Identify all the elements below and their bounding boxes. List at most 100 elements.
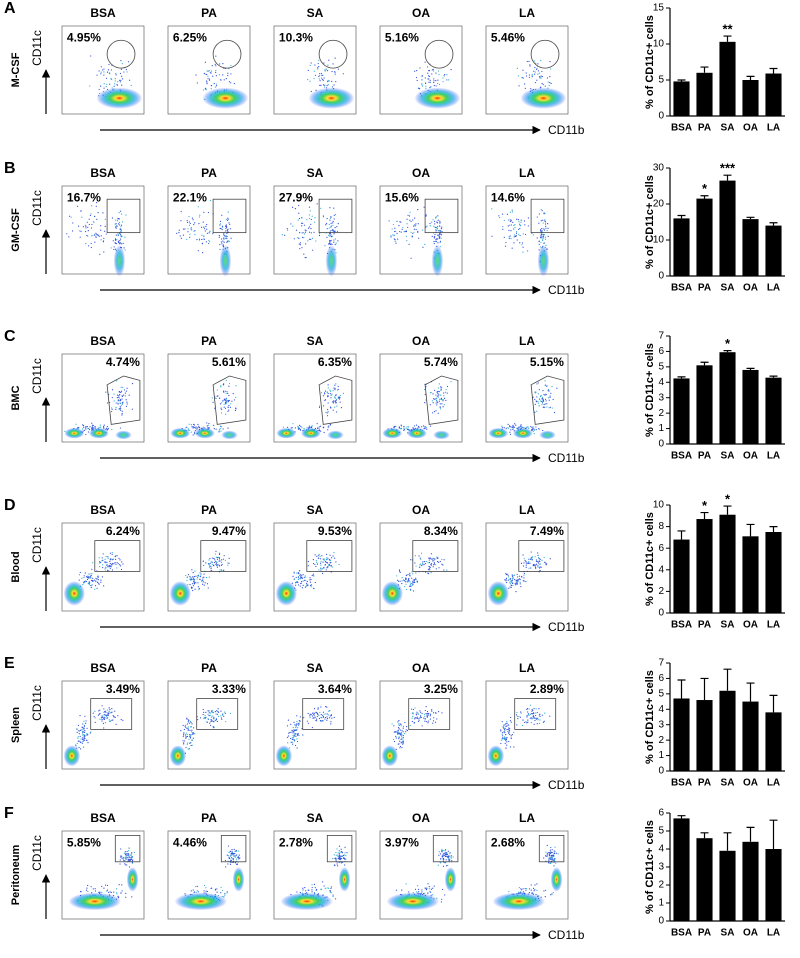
event-dot [307, 581, 308, 582]
event-dot [206, 83, 207, 84]
event-dot [340, 402, 341, 403]
event-dot [448, 851, 449, 852]
event-dot [183, 234, 184, 235]
event-dot [443, 392, 444, 393]
event-dot [522, 719, 523, 720]
error-bar [701, 362, 709, 365]
event-dot [207, 425, 208, 426]
event-dot [313, 575, 314, 576]
event-dot [327, 218, 328, 219]
event-dot [547, 228, 548, 229]
event-dot [542, 430, 543, 431]
event-dot [340, 395, 341, 396]
event-dot [511, 426, 512, 427]
event-dot [188, 726, 189, 727]
event-dot [445, 853, 446, 854]
event-dot [440, 237, 441, 238]
event-dot [282, 234, 283, 235]
event-dot [192, 427, 193, 428]
event-dot [542, 220, 543, 221]
event-dot [183, 733, 184, 734]
event-dot [80, 742, 81, 743]
x-tick-label: SA [721, 620, 735, 631]
event-dot [326, 554, 327, 555]
event-dot [216, 892, 217, 893]
event-dot [440, 407, 441, 408]
event-dot [509, 730, 510, 731]
event-dot [115, 220, 116, 221]
event-dot [194, 570, 195, 571]
event-dot [319, 78, 320, 79]
event-dot [222, 715, 223, 716]
event-dot [396, 737, 397, 738]
event-dot [412, 235, 413, 236]
event-dot [335, 898, 336, 899]
event-dot [534, 724, 535, 725]
event-dot [438, 855, 439, 856]
bar [673, 698, 689, 771]
gate-percent: 6.35% [318, 355, 352, 369]
event-dot [431, 889, 432, 890]
event-dot [208, 563, 209, 564]
event-dot [334, 406, 335, 407]
event-dot [415, 225, 416, 226]
event-dot [102, 576, 103, 577]
bar [765, 849, 781, 921]
event-dot [335, 383, 336, 384]
event-dot [185, 575, 186, 576]
event-dot [311, 891, 312, 892]
event-dot [180, 220, 181, 221]
event-dot [328, 84, 329, 85]
y-axis-label: % of CD11c+ cells [644, 820, 656, 914]
event-dot [517, 68, 518, 69]
event-dot [202, 252, 203, 253]
event-dot [112, 217, 113, 218]
event-dot [520, 222, 521, 223]
event-dot [91, 585, 92, 586]
event-dot [109, 561, 110, 562]
event-dot [293, 722, 294, 723]
event-dot [210, 715, 211, 716]
event-dot [215, 564, 216, 565]
event-dot [549, 857, 550, 858]
event-dot [299, 243, 300, 244]
y-tick-label: 7 [658, 658, 664, 669]
plot-title: BSA [90, 661, 116, 675]
event-dot [116, 235, 117, 236]
gate-percent: 5.74% [424, 355, 458, 369]
event-dot [506, 428, 507, 429]
event-dot [182, 740, 183, 741]
event-dot [107, 402, 108, 403]
event-dot [331, 565, 332, 566]
y-tick-label: 3 [658, 392, 664, 403]
event-dot [521, 426, 522, 427]
event-dot [523, 891, 524, 892]
event-dot [535, 567, 536, 568]
event-dot [200, 573, 201, 574]
event-dot [225, 713, 226, 714]
event-dot [500, 730, 501, 731]
event-dot [219, 569, 220, 570]
event-dot [529, 64, 530, 65]
event-dot [441, 399, 442, 400]
event-dot [297, 237, 298, 238]
event-dot [407, 730, 408, 731]
event-dot [189, 234, 190, 235]
event-dot [409, 586, 410, 587]
event-dot [91, 247, 92, 248]
event-dot [442, 564, 443, 565]
event-dot [185, 738, 186, 739]
event-dot [436, 401, 437, 402]
event-dot [294, 579, 295, 580]
event-dot [544, 557, 545, 558]
event-dot [119, 218, 120, 219]
event-dot [208, 243, 209, 244]
event-dot [407, 426, 408, 427]
event-dot [222, 227, 223, 228]
y-tick-label: 5 [658, 688, 664, 699]
event-dot [516, 233, 517, 234]
event-dot [309, 214, 310, 215]
event-dot [542, 83, 543, 84]
event-dot [434, 221, 435, 222]
event-dot [519, 242, 520, 243]
